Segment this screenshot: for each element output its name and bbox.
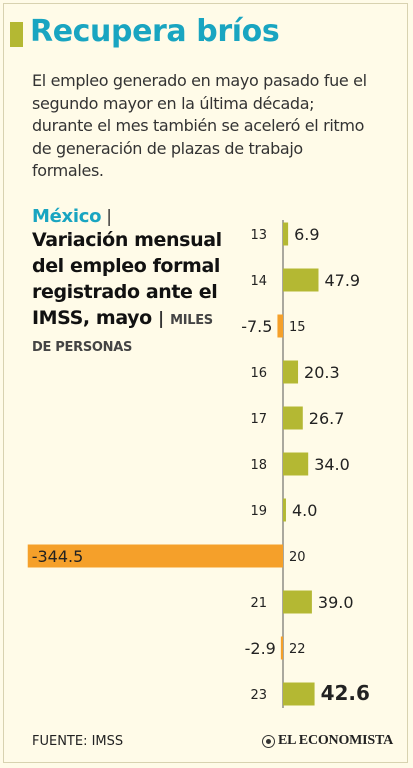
units-label: MILES DE PERSONAS xyxy=(32,313,213,355)
category-label: 23 xyxy=(250,688,267,703)
category-label: 17 xyxy=(250,412,267,427)
data-label: 42.6 xyxy=(321,681,370,705)
category-label: 19 xyxy=(250,504,267,519)
units-separator: | xyxy=(158,309,164,329)
brand-logo: EL ECONOMISTA xyxy=(262,733,393,749)
bar xyxy=(283,406,303,430)
bar xyxy=(283,360,299,384)
category-label: 15 xyxy=(289,320,306,335)
category-label: 22 xyxy=(289,642,306,657)
brand-icon xyxy=(262,734,275,748)
category-label: 13 xyxy=(250,228,267,243)
data-label: 39.0 xyxy=(318,593,354,612)
data-label: 34.0 xyxy=(314,455,350,474)
bar xyxy=(283,498,286,522)
data-label: -344.5 xyxy=(32,547,84,566)
page-title: Recupera bríos xyxy=(30,14,280,49)
bar xyxy=(283,682,315,706)
heading-separator: | xyxy=(106,207,112,227)
bar xyxy=(283,452,309,476)
bar xyxy=(283,222,289,246)
infographic-frame xyxy=(3,3,408,763)
category-label: 14 xyxy=(250,274,267,289)
country-label: México xyxy=(32,206,102,227)
category-label: 20 xyxy=(289,550,306,565)
brand-name: EL ECONOMISTA xyxy=(278,733,393,748)
data-label: 20.3 xyxy=(304,363,340,382)
data-label: 26.7 xyxy=(309,409,345,428)
category-label: 16 xyxy=(250,366,267,381)
bar xyxy=(283,268,319,292)
metric-label: Variación mensual del empleo formal regi… xyxy=(32,229,222,329)
bar xyxy=(27,544,284,568)
source-note: FUENTE: IMSS xyxy=(32,734,124,749)
data-label: -7.5 xyxy=(241,317,272,336)
bar xyxy=(283,590,312,614)
chart-heading: México | Variación mensual del empleo fo… xyxy=(32,206,222,359)
bar xyxy=(277,314,283,338)
category-label: 18 xyxy=(250,458,267,473)
data-label: 4.0 xyxy=(292,501,317,520)
category-label: 21 xyxy=(250,596,267,611)
title-accent-bar xyxy=(10,22,23,47)
data-label: -2.9 xyxy=(245,639,276,658)
data-label: 6.9 xyxy=(294,225,319,244)
bar xyxy=(280,636,283,660)
subtitle: El empleo generado en mayo pasado fue el… xyxy=(32,71,367,180)
data-label: 47.9 xyxy=(324,271,360,290)
